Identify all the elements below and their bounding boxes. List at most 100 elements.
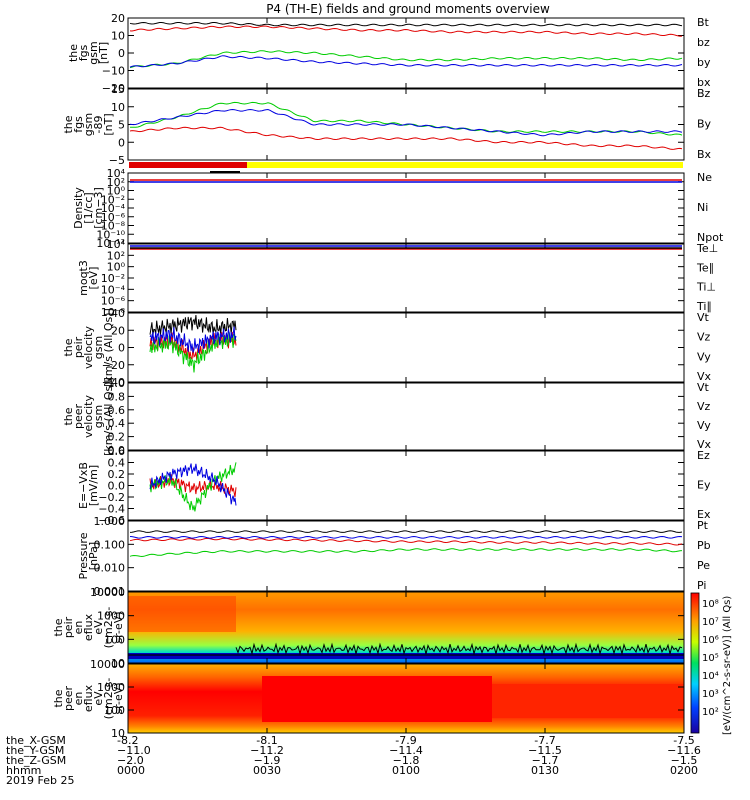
x-tick-value: 0030 <box>253 764 281 777</box>
y-tick-label: −20 <box>102 359 125 372</box>
y-axis-label: -89 <box>92 116 105 134</box>
x-tick-value: -7.7 <box>534 734 555 747</box>
quality-bar-red <box>129 162 247 168</box>
y-tick-label: 10⁴ <box>107 167 126 180</box>
y-axis-label: peir <box>62 616 75 638</box>
x-tick-value: −1.5 <box>671 754 698 767</box>
series-efield-Ey <box>149 462 237 512</box>
peir-spectrogram-hot <box>128 596 236 632</box>
legend-Ti⊥: Ti⊥ <box>696 281 716 294</box>
y-tick-label: −0.6 <box>98 514 125 527</box>
y-tick-label: 0.0 <box>108 444 126 457</box>
y-tick-label: 1000 <box>97 681 125 694</box>
y-axis-label: [eV] <box>87 267 100 290</box>
y-tick-label: 10000 <box>90 658 125 671</box>
y-tick-label: 0 <box>118 342 125 355</box>
x-tick-value: -8.1 <box>256 734 277 747</box>
legend-Vz: Vz <box>697 331 711 344</box>
peer-spectrogram-core2 <box>492 684 684 718</box>
y-axis-label: gsm <box>82 113 95 136</box>
y-tick-label: −10 <box>102 65 125 78</box>
x-row-label: the_Y-GSM <box>6 744 64 757</box>
y-axis-label: eflux <box>82 613 95 641</box>
x-tick-value: −11.0 <box>117 744 151 757</box>
y-axis-label: [nPa] <box>87 542 100 570</box>
y-axis-label: [km/s (All Qs)] <box>102 377 115 456</box>
y-tick-label: 15 <box>111 83 125 96</box>
legend-Pb: Pb <box>697 539 711 552</box>
y-axis-label: the <box>62 407 75 425</box>
legend-Vt: Vt <box>697 311 710 324</box>
peer-spectrogram-core <box>262 676 492 722</box>
y-tick-label: 10 <box>111 657 125 670</box>
y-axis-label: [nT] <box>102 113 115 135</box>
y-axis-label: eV <box>92 691 105 706</box>
y-tick-label: −0.4 <box>98 503 125 516</box>
x-tick-value: 0100 <box>392 764 420 777</box>
panel-frame <box>127 520 685 592</box>
legend-Bz: Bz <box>697 87 711 100</box>
series-efield-Ex <box>149 463 237 506</box>
x-tick-value: 0130 <box>531 764 559 777</box>
y-axis-label: the <box>52 689 65 707</box>
y-axis-label: gsm <box>92 405 105 428</box>
y-tick-label: 10⁻⁸ <box>101 220 126 233</box>
y-tick-label: 100 <box>104 633 125 646</box>
legend-Npot: Npot <box>697 231 724 244</box>
y-tick-label: 10⁰ <box>107 261 126 274</box>
legend-Vx: Vx <box>697 438 712 451</box>
panel-density: 10⁴10²10⁰10⁻²10⁻⁴10⁻⁶10⁻⁸10⁻¹⁰10⁻¹²Densi… <box>72 167 724 250</box>
series-pressure-Pt <box>129 530 683 533</box>
y-tick-label: 1.000 <box>94 515 126 528</box>
x-tick-value: 0200 <box>670 764 698 777</box>
series-peir_vel-Vt <box>149 314 237 336</box>
y-axis-label: (cm2-s- <box>102 678 115 720</box>
legend-Bt: Bt <box>697 16 710 29</box>
y-tick-label: 10 <box>111 727 125 740</box>
quality-bar-yellow <box>247 162 683 168</box>
y-tick-label: 5 <box>118 119 125 132</box>
y-tick-label: 10⁻⁶ <box>101 295 126 308</box>
y-axis-label: eflux <box>82 684 95 712</box>
y-axis-label: E=−VxB <box>77 462 90 509</box>
x-tick-value: −1.8 <box>393 754 420 767</box>
y-tick-label: 10⁻⁸ <box>101 306 126 319</box>
x-row-label: 2019 Feb 25 <box>6 774 74 787</box>
y-tick-label: 10⁻⁴ <box>101 283 126 296</box>
y-tick-label: 0.001 <box>94 585 126 598</box>
y-tick-label: 10 <box>111 30 125 43</box>
legend-Ti∥: Ti∥ <box>696 300 712 313</box>
y-tick-label: 0.2 <box>108 431 126 444</box>
colorbar-gradient <box>690 592 700 734</box>
series-fgs-bz <box>129 25 683 37</box>
y-tick-label: 1000 <box>97 610 125 623</box>
y-axis-label: velocity <box>82 326 95 369</box>
legend-by: by <box>697 56 711 69</box>
x-tick-value: -8.2 <box>117 734 138 747</box>
series-fgs-bx <box>129 55 683 68</box>
y-axis-label: fgs <box>72 116 85 133</box>
panel-peer_vel: 1.00.80.60.40.20.0thepeervelocitygsm[km/… <box>62 377 712 457</box>
y-axis-label: [cm−3] <box>92 187 105 229</box>
x-tick-value: -7.5 <box>673 734 694 747</box>
legend-Ni: Ni <box>697 201 708 214</box>
y-tick-label: 100 <box>104 704 125 717</box>
series-lines <box>129 21 683 558</box>
colorbar-tick-label: 10⁵ <box>702 653 719 664</box>
legend-Pi: Pi <box>697 579 706 592</box>
y-tick-label: 20 <box>111 12 125 25</box>
series-peir_vel-Vx <box>149 326 237 354</box>
y-tick-label: 0.8 <box>108 390 126 403</box>
legend-Ne: Ne <box>697 171 712 184</box>
y-tick-label: 0.0 <box>108 480 126 493</box>
peir-noise-band <box>235 642 683 656</box>
series-fgs_lp-Bz <box>129 126 683 150</box>
panel-peir_spec: 10000 1000 100 10 thepeirenefluxeV(cm2-s-sr-… <box>52 586 685 670</box>
x-tick-value: −11.4 <box>389 744 423 757</box>
y-axis-label: [nT] <box>97 42 110 64</box>
y-axis-label: [1/cc] <box>82 192 95 223</box>
y-tick-label: 10000 <box>90 586 125 599</box>
legend-Vt: Vt <box>697 381 710 394</box>
